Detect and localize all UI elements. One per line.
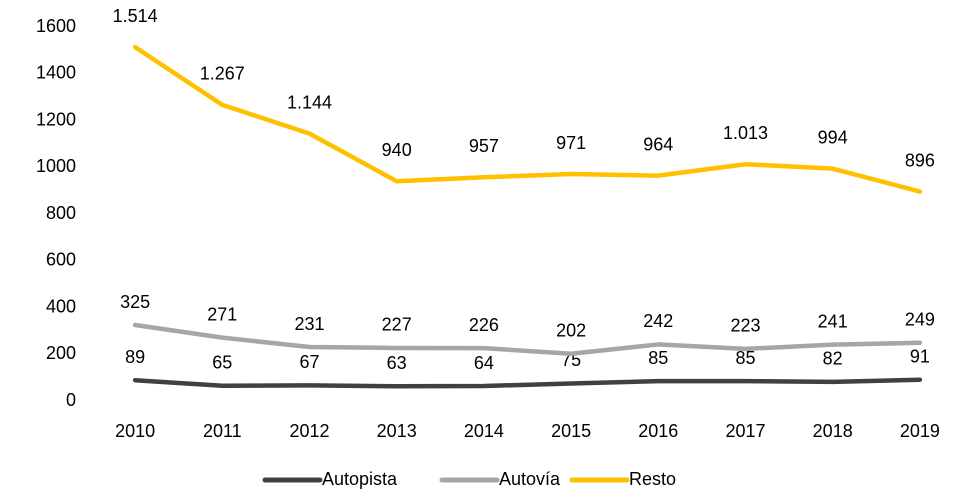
y-tick-label: 200: [46, 343, 76, 363]
data-label: 964: [643, 134, 673, 154]
data-label: 65: [212, 353, 232, 373]
y-tick-label: 1400: [36, 63, 76, 83]
data-label: 226: [469, 315, 499, 335]
data-label: 1.514: [113, 6, 158, 26]
data-label: 82: [823, 349, 843, 369]
y-tick-label: 1200: [36, 109, 76, 129]
data-label: 241: [818, 311, 848, 331]
data-label: 91: [910, 346, 930, 366]
x-tick-label: 2016: [638, 421, 678, 441]
legend-label: Autovía: [499, 469, 561, 489]
series-line: [132, 44, 923, 194]
data-label: 85: [648, 348, 668, 368]
data-label: 957: [469, 136, 499, 156]
series-line: [132, 377, 923, 389]
series-line: [132, 322, 923, 357]
data-label: 231: [294, 314, 324, 334]
data-label: 202: [556, 321, 586, 341]
data-label: 63: [387, 353, 407, 373]
y-tick-label: 800: [46, 203, 76, 223]
data-label: 271: [207, 304, 237, 324]
y-tick-label: 600: [46, 250, 76, 270]
x-tick-label: 2011: [203, 421, 242, 441]
x-tick-label: 2019: [900, 421, 940, 441]
data-label: 227: [382, 315, 412, 335]
data-label: 896: [905, 150, 935, 170]
y-tick-label: 1000: [36, 156, 76, 176]
x-tick-label: 2015: [551, 421, 591, 441]
data-label: 325: [120, 292, 150, 312]
x-tick-label: 2018: [813, 421, 853, 441]
legend-label: Autopista: [322, 469, 398, 489]
x-tick-label: 2017: [725, 421, 765, 441]
data-label: 971: [556, 133, 586, 153]
y-tick-label: 0: [66, 390, 76, 410]
data-label: 223: [730, 316, 760, 336]
data-label: 85: [735, 348, 755, 368]
x-tick-label: 2013: [377, 421, 417, 441]
y-tick-label: 400: [46, 296, 76, 316]
x-tick-label: 2014: [464, 421, 504, 441]
data-label: 1.013: [723, 123, 768, 143]
data-label: 1.267: [200, 64, 245, 84]
data-label: 994: [818, 127, 848, 147]
data-label: 242: [643, 311, 673, 331]
x-tick-label: 2010: [115, 421, 155, 441]
data-label: 67: [299, 352, 319, 372]
y-tick-label: 1600: [36, 16, 76, 36]
data-label: 89: [125, 347, 145, 367]
data-label: 249: [905, 310, 935, 330]
x-tick-label: 2012: [289, 421, 329, 441]
legend-label: Resto: [629, 469, 676, 489]
data-label: 1.144: [287, 92, 332, 112]
data-label: 940: [382, 140, 412, 160]
data-label: 64: [474, 353, 494, 373]
